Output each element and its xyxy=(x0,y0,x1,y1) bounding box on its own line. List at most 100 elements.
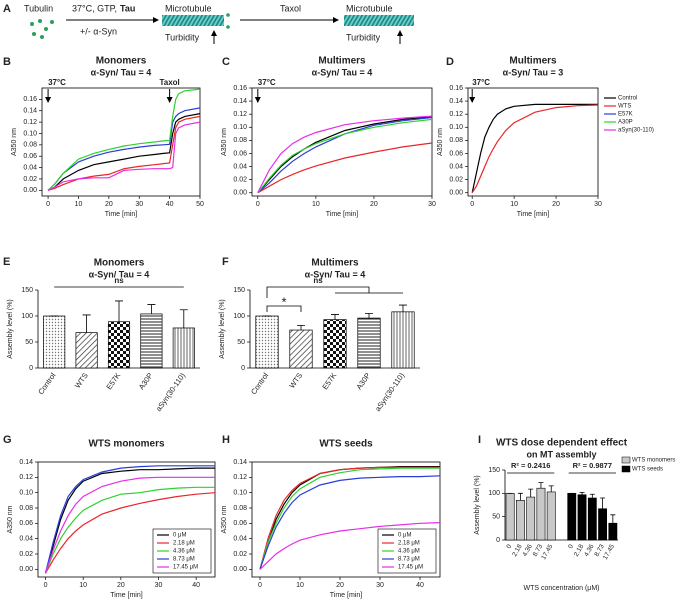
label: Tau xyxy=(120,3,135,13)
chart-subtitle: α-Syn/ Tau = 4 xyxy=(305,269,366,279)
x-tick-label: aSyn(30-110) xyxy=(373,371,406,413)
error-bar xyxy=(517,492,523,501)
annotation: R² = 0.2416 xyxy=(511,461,550,470)
panel-letter: A xyxy=(3,3,11,15)
bar xyxy=(567,493,577,541)
error-bar xyxy=(179,309,188,328)
x-tick-label: 10 xyxy=(510,201,518,208)
y-tick-label: 0.04 xyxy=(23,164,37,171)
legend-label: 8.73 μM xyxy=(398,557,420,563)
x-tick-label: 10 xyxy=(79,582,87,589)
panel-letter: D xyxy=(446,56,454,68)
y-tick-label: 0.14 xyxy=(23,108,37,115)
bar xyxy=(546,491,556,541)
microtubule xyxy=(162,15,224,26)
bar xyxy=(608,522,618,541)
line xyxy=(47,113,201,191)
y-tick-label: 0.08 xyxy=(19,505,33,512)
bracket xyxy=(266,286,403,298)
y-tick-label: 0 xyxy=(496,537,500,544)
panel-letter: H xyxy=(222,434,230,446)
line xyxy=(257,115,433,193)
x-tick-label: 0 xyxy=(567,543,575,550)
chart-subtitle: on MT assembly xyxy=(526,449,596,459)
y-tick-label: 0 xyxy=(29,365,33,372)
error-bar xyxy=(538,482,544,489)
chart-title: Multimers xyxy=(318,56,366,67)
y-tick-label: 0.06 xyxy=(19,520,33,527)
chart-subtitle: α-Syn/ Tau = 4 xyxy=(312,67,373,77)
plot-frame xyxy=(251,461,441,578)
x-axis-label: WTS concentration (μM) xyxy=(524,585,600,592)
y-tick-label: 0.12 xyxy=(19,474,33,481)
error-bar xyxy=(600,497,606,509)
line xyxy=(471,104,599,194)
y-tick-label: 0.04 xyxy=(233,163,247,170)
chart-title: Multimers xyxy=(509,56,557,67)
line xyxy=(47,88,201,191)
y-tick-label: 150 xyxy=(488,467,500,474)
x-axis-label: Time [min] xyxy=(330,592,362,599)
label: Taxol xyxy=(280,3,301,13)
bar xyxy=(526,496,536,541)
annotation: 37°C xyxy=(48,78,66,87)
bar xyxy=(172,327,195,369)
y-tick-label: 0.14 xyxy=(233,459,247,466)
y-tick-label: 100 xyxy=(233,313,245,320)
error-bar xyxy=(115,300,123,322)
y-tick-label: 0.10 xyxy=(233,124,247,131)
label: 37°C, GTP, xyxy=(72,3,117,13)
panel-letter: I xyxy=(478,434,481,446)
y-tick-label: 0.14 xyxy=(449,98,463,105)
x-tick-label: 10 xyxy=(296,582,304,589)
error-bar xyxy=(297,324,305,331)
legend-label: E57K xyxy=(618,112,633,118)
y-tick-label: 0.16 xyxy=(449,85,463,92)
y-tick-label: 0.08 xyxy=(233,137,247,144)
error-bar xyxy=(331,314,339,320)
x-tick-label: 10 xyxy=(312,201,320,208)
y-axis-label: A350 nm xyxy=(437,128,444,156)
y-tick-label: 0.10 xyxy=(233,490,247,497)
legend-label: 2.18 μM xyxy=(398,541,420,547)
annotation: * xyxy=(281,294,286,309)
x-tick-label: 0 xyxy=(256,201,260,208)
legend-label: 4.36 μM xyxy=(398,549,420,555)
y-axis-label: Assembly level (%) xyxy=(7,299,14,359)
legend-label: Control xyxy=(618,96,637,102)
y-tick-label: 0.08 xyxy=(233,505,247,512)
x-tick-label: 17.45 xyxy=(540,543,554,561)
y-tick-label: 0 xyxy=(241,365,245,372)
legend-label: A30P xyxy=(618,120,633,126)
chart-subtitle: α-Syn/ Tau = 4 xyxy=(89,269,150,279)
line xyxy=(257,116,433,194)
annotation: R² = 0.9877 xyxy=(573,461,612,470)
y-tick-label: 0.10 xyxy=(23,130,37,137)
legend-swatch xyxy=(621,456,631,464)
line xyxy=(471,103,598,193)
panel-letter: F xyxy=(222,256,229,268)
legend-label: WTS monomers xyxy=(632,458,675,464)
y-tick-label: 0.14 xyxy=(19,459,33,466)
y-tick-label: 0.06 xyxy=(233,520,247,527)
y-tick-label: 0.06 xyxy=(449,150,463,157)
x-tick-label: 20 xyxy=(370,201,378,208)
x-tick-label: WTS xyxy=(73,371,90,390)
legend-label: 0 μM xyxy=(173,533,186,539)
bar xyxy=(255,315,279,369)
x-tick-label: 30 xyxy=(376,582,384,589)
x-tick-label: 0 xyxy=(470,201,474,208)
error-bar xyxy=(548,485,554,492)
x-tick-label: 10 xyxy=(75,201,83,208)
bar xyxy=(323,319,347,369)
y-tick-label: 100 xyxy=(21,313,33,320)
x-tick-label: 0 xyxy=(46,201,50,208)
error-bar xyxy=(579,492,585,495)
bar xyxy=(140,313,163,369)
bracket xyxy=(266,305,302,312)
x-tick-label: 0 xyxy=(44,582,48,589)
annotation: ns xyxy=(313,276,323,285)
line xyxy=(257,118,433,194)
x-tick-label: 20 xyxy=(105,201,113,208)
